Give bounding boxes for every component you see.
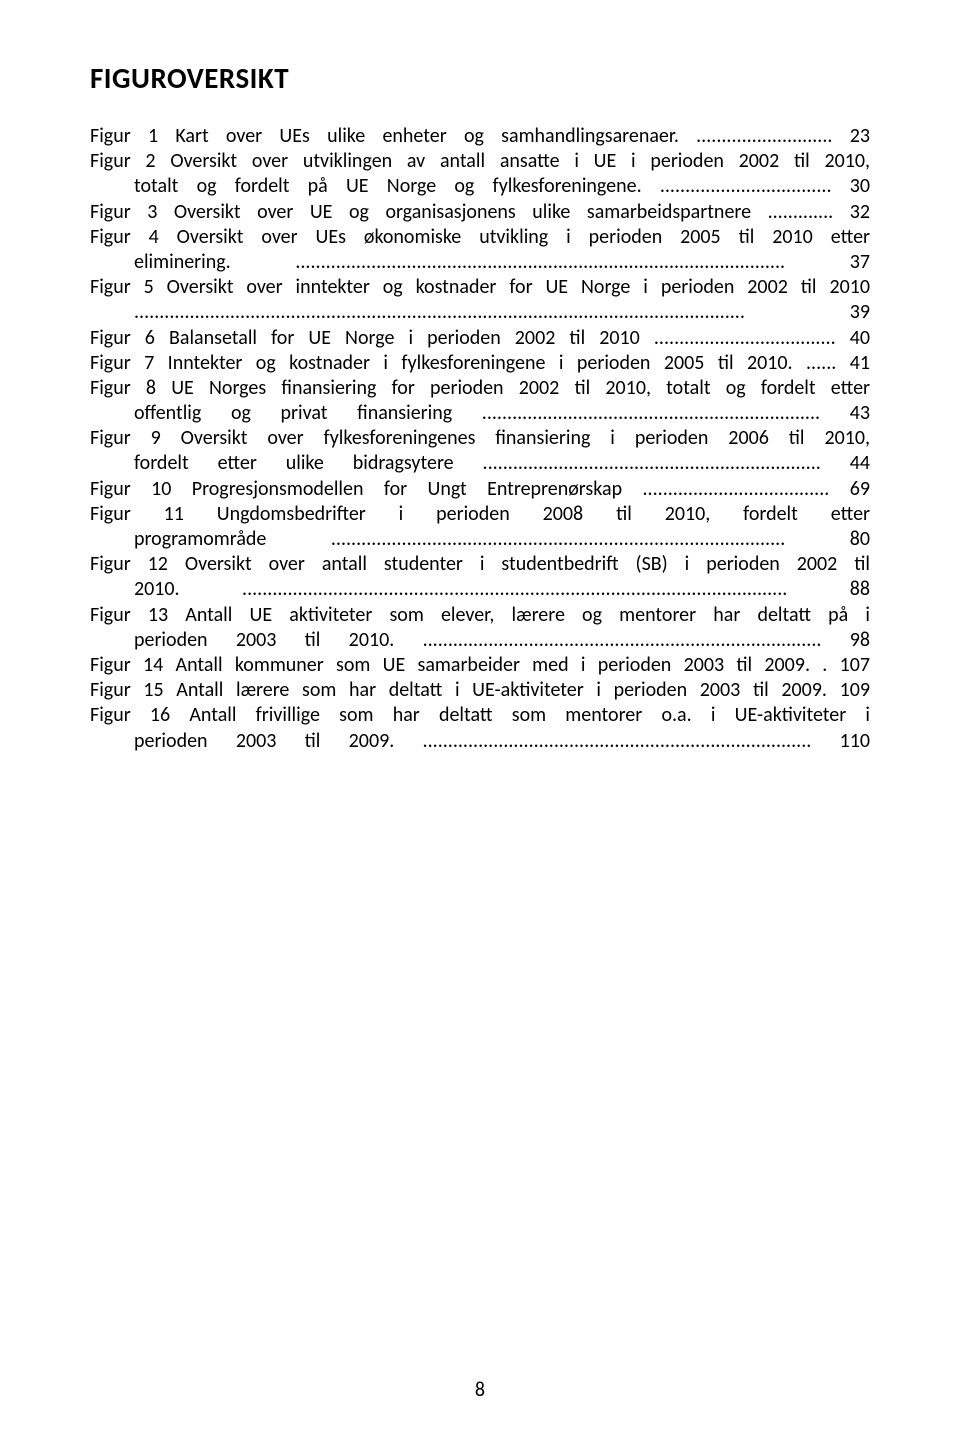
figure-list: Figur 1 Kart over UEs ulike enheter og s… (90, 124, 870, 754)
page-number: 8 (0, 1378, 960, 1402)
figure-entry: Figur 10 Progresjonsmodellen for Ungt En… (90, 477, 870, 502)
figure-entry: Figur 14 Antall kommuner som UE samarbei… (90, 653, 870, 678)
figure-entry: Figur 15 Antall lærere som har deltatt i… (90, 678, 870, 703)
figure-entry: Figur 12 Oversikt over antall studenter … (90, 552, 870, 577)
figure-entry-cont: 2010. ..................................… (90, 577, 870, 602)
figure-entry: Figur 3 Oversikt over UE og organisasjon… (90, 200, 870, 225)
figure-entry-cont: eliminering. ...........................… (90, 250, 870, 275)
figure-entry: Figur 11 Ungdomsbedrifter i perioden 200… (90, 502, 870, 527)
figure-entry-cont: offentlig og privat finansiering .......… (90, 401, 870, 426)
figure-entry-cont: programområde ..........................… (90, 527, 870, 552)
figure-entry-cont: ........................................… (90, 300, 870, 325)
figure-entry: Figur 7 Inntekter og kostnader i fylkesf… (90, 351, 870, 376)
figure-entry: Figur 2 Oversikt over utviklingen av ant… (90, 149, 870, 174)
figure-entry: Figur 1 Kart over UEs ulike enheter og s… (90, 124, 870, 149)
figure-entry: Figur 16 Antall frivillige som har delta… (90, 703, 870, 728)
figure-entry: Figur 13 Antall UE aktiviteter som eleve… (90, 603, 870, 628)
figure-entry-cont: totalt og fordelt på UE Norge og fylkesf… (90, 174, 870, 199)
figure-entry-cont: perioden 2003 til 2010. ................… (90, 628, 870, 653)
figure-entry: Figur 5 Oversikt over inntekter og kostn… (90, 275, 870, 300)
figure-entry: Figur 6 Balansetall for UE Norge i perio… (90, 326, 870, 351)
figure-entry: Figur 8 UE Norges finansiering for perio… (90, 376, 870, 401)
figure-entry-cont: perioden 2003 til 2009. ................… (90, 729, 870, 754)
list-heading: FIGUROVERSIKT (90, 60, 870, 96)
figure-entry: Figur 4 Oversikt over UEs økonomiske utv… (90, 225, 870, 250)
figure-entry-cont: fordelt etter ulike bidragsytere .......… (90, 451, 870, 476)
figure-entry: Figur 9 Oversikt over fylkesforeningenes… (90, 426, 870, 451)
